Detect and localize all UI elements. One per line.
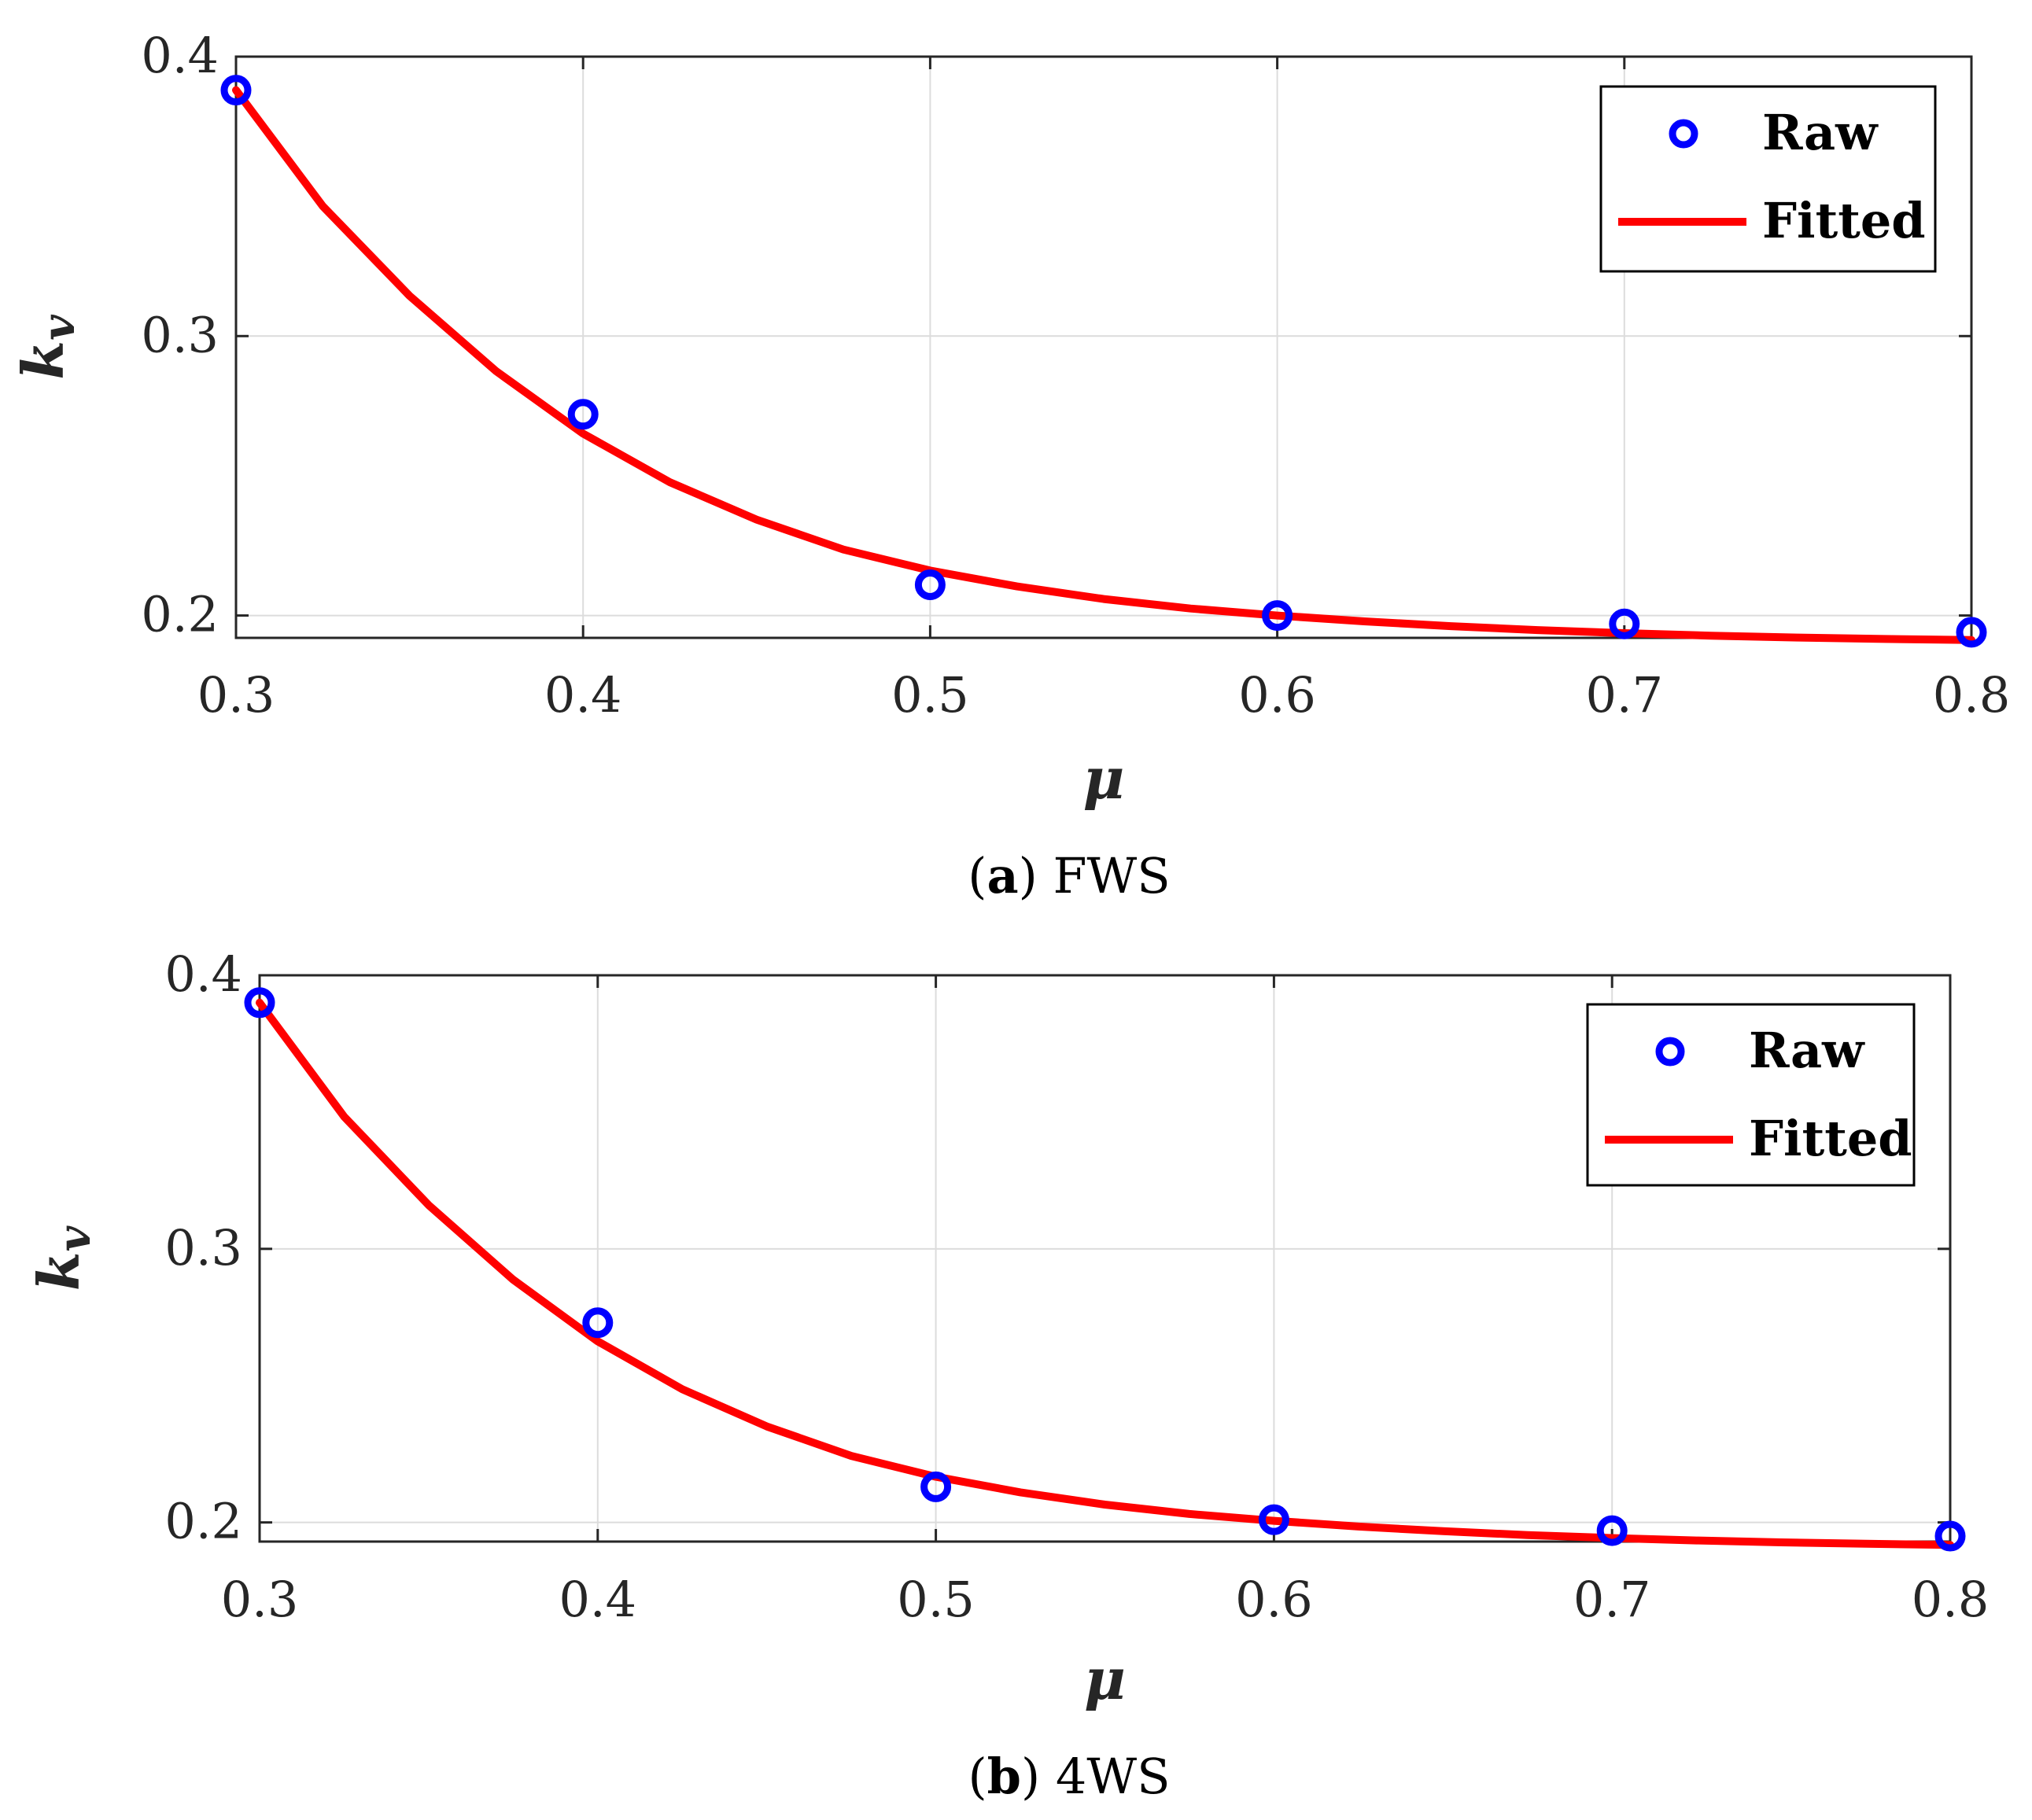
raw-point-a [1956, 617, 1987, 648]
legend-box-b [1586, 1003, 1916, 1187]
caption-a: (a) FWS [968, 847, 1171, 904]
raw-point-b [244, 987, 275, 1019]
panel-a: 0.3 0.4 0.5 0.6 0.7 0.8 0.2 0.3 0.4 Raw Fitted μ… [9, 27, 2010, 904]
raw-point-b [1258, 1504, 1289, 1535]
y-tick-label-b: 0.3 [164, 1219, 242, 1277]
x-axis-label-b: μ [1084, 1645, 1126, 1712]
raw-point-b [920, 1471, 952, 1502]
plot-frame-b [258, 974, 1952, 1543]
x-tick-label-a: 0.6 [1238, 666, 1316, 724]
y-tick-label-a: 0.3 [141, 306, 219, 363]
legend-raw-label-a: Raw [1762, 104, 1879, 161]
panel-b: 0.3 0.4 0.5 0.6 0.7 0.8 0.2 0.3 0.4 Raw Fitted μ… [25, 945, 1989, 1805]
x-tick-label-b: 0.3 [221, 1571, 299, 1628]
fitted-series-line-a [232, 86, 1975, 644]
raw-point-a [220, 75, 252, 106]
x-tick-label-a: 0.4 [544, 666, 622, 724]
caption-label-b: 4WS [1056, 1748, 1171, 1805]
y-tick-label-a: 0.4 [141, 27, 219, 84]
caption-label-a: FWS [1053, 847, 1171, 904]
y-axis-label-a: kv [9, 314, 85, 380]
legend-fitted-label-a: Fitted [1762, 192, 1926, 249]
x-tick-label-b: 0.8 [1912, 1571, 1990, 1628]
y-tick-label-b: 0.4 [164, 945, 242, 1003]
y-axis-label-main-a: k [9, 341, 76, 380]
marks-a [220, 75, 1987, 648]
x-tick-label-a: 0.8 [1933, 666, 2011, 724]
y-axis-label-sub-b: v [49, 1225, 101, 1251]
x-tick-label-b: 0.7 [1573, 1571, 1651, 1628]
legend-a: Raw Fitted [1599, 85, 1937, 273]
caption-b: (b) 4WS [968, 1748, 1170, 1805]
fitted-series-line-b [256, 998, 1954, 1549]
raw-point-a [567, 399, 599, 430]
legend-box-a [1599, 85, 1937, 273]
x-axis-label-a: μ [1083, 745, 1125, 812]
plot-frame-a [234, 55, 1973, 639]
legend-b: Raw Fitted [1586, 1003, 1916, 1187]
x-tick-label-a: 0.7 [1585, 666, 1663, 724]
legend-raw-marker-b [1655, 1037, 1685, 1067]
raw-point-a [1262, 600, 1293, 632]
legend-raw-label-b: Raw [1749, 1022, 1865, 1079]
caption-letter-a: a [986, 847, 1018, 904]
y-axis-label-main-b: k [25, 1251, 92, 1291]
raw-point-a [1609, 608, 1640, 639]
legend-fitted-label-b: Fitted [1749, 1110, 1912, 1167]
raw-point-b [1934, 1520, 1966, 1552]
raw-point-a [914, 569, 946, 600]
x-tick-label-b: 0.6 [1235, 1571, 1313, 1628]
ticks-b: 0.3 0.4 0.5 0.6 0.7 0.8 0.2 0.3 0.4 [164, 945, 1989, 1628]
y-axis-label-sub-a: v [33, 314, 85, 341]
x-tick-label-a: 0.3 [197, 666, 275, 724]
ticks-a: 0.3 0.4 0.5 0.6 0.7 0.8 0.2 0.3 0.4 [141, 27, 2010, 724]
x-tick-label-a: 0.5 [891, 666, 969, 724]
x-tick-label-b: 0.4 [559, 1571, 636, 1628]
x-tick-label-b: 0.5 [897, 1571, 975, 1628]
y-tick-label-a: 0.2 [141, 586, 219, 643]
caption-letter-b: b [987, 1748, 1021, 1805]
raw-point-b [1596, 1515, 1628, 1546]
y-tick-label-b: 0.2 [164, 1493, 242, 1550]
y-axis-label-b: kv [25, 1225, 101, 1291]
raw-point-b [582, 1307, 614, 1339]
legend-raw-marker-a [1669, 119, 1698, 149]
marks-b [244, 987, 1966, 1552]
